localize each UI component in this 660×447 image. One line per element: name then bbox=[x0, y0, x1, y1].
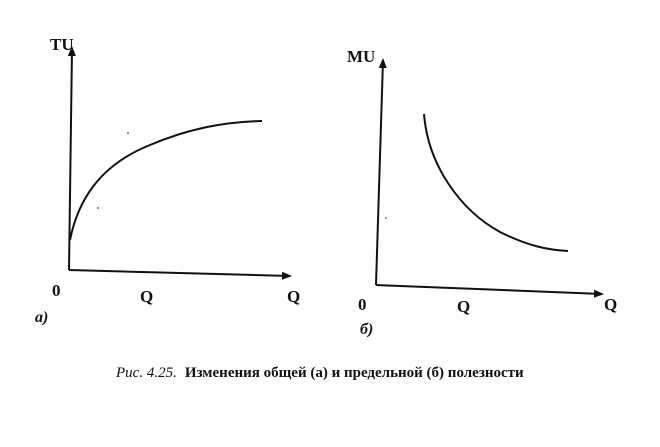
panel-a: TU Q 0 Q а) bbox=[35, 35, 300, 326]
panel-a-dot bbox=[127, 132, 129, 134]
panel-a-y-axis bbox=[67, 46, 76, 271]
caption-figure-ref: Рис. 4.25. bbox=[115, 365, 177, 381]
panel-a-q-mid: Q bbox=[140, 287, 153, 306]
panel-a-origin: 0 bbox=[52, 281, 61, 300]
mu-curve bbox=[423, 113, 569, 252]
panel-b: MU Q 0 Q б) bbox=[347, 47, 617, 338]
figure-caption: Рис. 4.25. Изменения общей (а) и предель… bbox=[115, 364, 524, 381]
panel-a-label: а) bbox=[35, 309, 48, 326]
tu-curve bbox=[69, 120, 263, 241]
tu-label: TU bbox=[50, 35, 74, 54]
panel-b-x-label: Q bbox=[604, 295, 617, 314]
panel-b-origin: 0 bbox=[358, 295, 367, 314]
panel-b-label: б) bbox=[360, 321, 373, 338]
panel-b-x-axis bbox=[375, 284, 604, 298]
caption-text: Изменения общей (а) и предельной (б) пол… bbox=[185, 365, 524, 381]
panel-b-y-axis bbox=[375, 58, 387, 286]
panel-a-x-label: Q bbox=[287, 287, 300, 306]
panel-a-x-axis bbox=[68, 269, 292, 280]
panel-b-dot bbox=[385, 217, 387, 219]
panel-b-q-mid: Q bbox=[457, 297, 470, 316]
mu-label: MU bbox=[347, 47, 375, 66]
panel-a-dot bbox=[97, 207, 99, 209]
